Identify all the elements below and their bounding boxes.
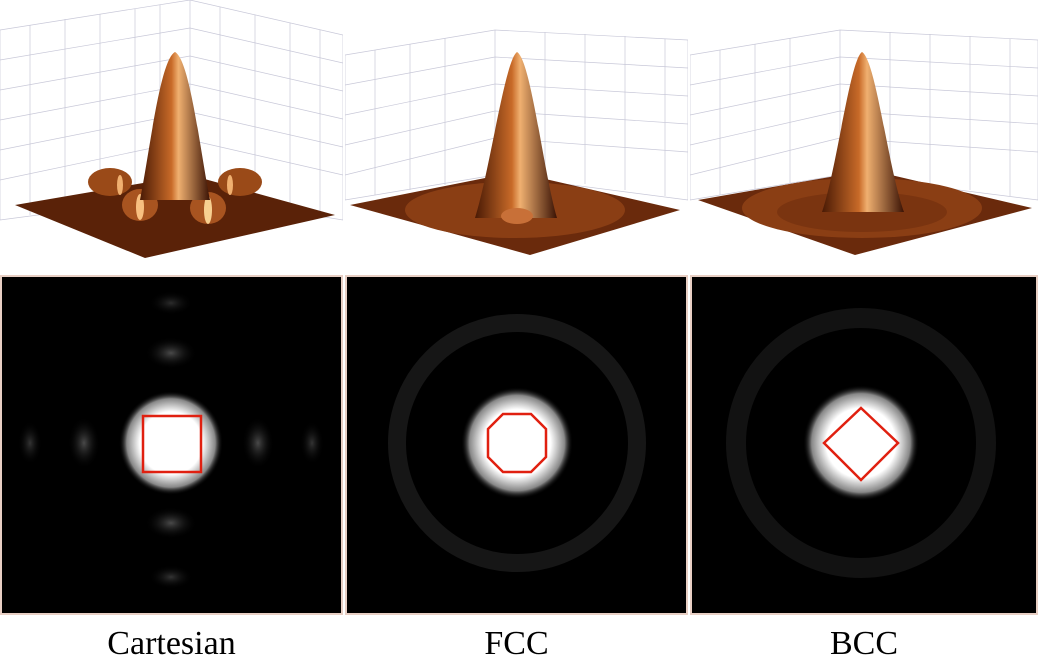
passband-octagon-outline [486,412,548,474]
caption-bcc: BCC [829,625,899,662]
spectrum-bcc-graphic [726,308,996,578]
spectrum-fcc [345,275,688,615]
spectrum-bcc [690,275,1038,615]
passband-diamond-outline [822,406,900,482]
spectrum-cartesian-graphic [18,291,324,589]
surface-plot-fcc-graphic [345,29,688,255]
spectrum-fcc-graphic [388,314,646,572]
peak-base-highlight [501,208,533,224]
passband-glow [803,385,919,501]
main-peak [475,52,557,218]
surface-plot-cartesian-graphic [0,0,343,258]
main-peak [140,52,210,200]
surface-plot-cartesian [0,0,343,262]
surface-plot-fcc [345,0,688,262]
caption-cartesian: Cartesian [107,625,236,662]
faint-ring [388,314,646,572]
spectrum-cartesian [0,275,343,615]
passband-square-outline [141,414,203,474]
passband-glow [461,387,573,499]
main-peak [822,52,904,212]
surface-base [15,175,335,258]
passband-glow [119,391,223,495]
surface-plot-bcc-graphic [690,29,1038,255]
aliasing-lobes [18,291,324,589]
caption-fcc: FCC [484,625,549,662]
surface-plot-bcc [690,0,1038,262]
faint-ring [726,308,996,578]
